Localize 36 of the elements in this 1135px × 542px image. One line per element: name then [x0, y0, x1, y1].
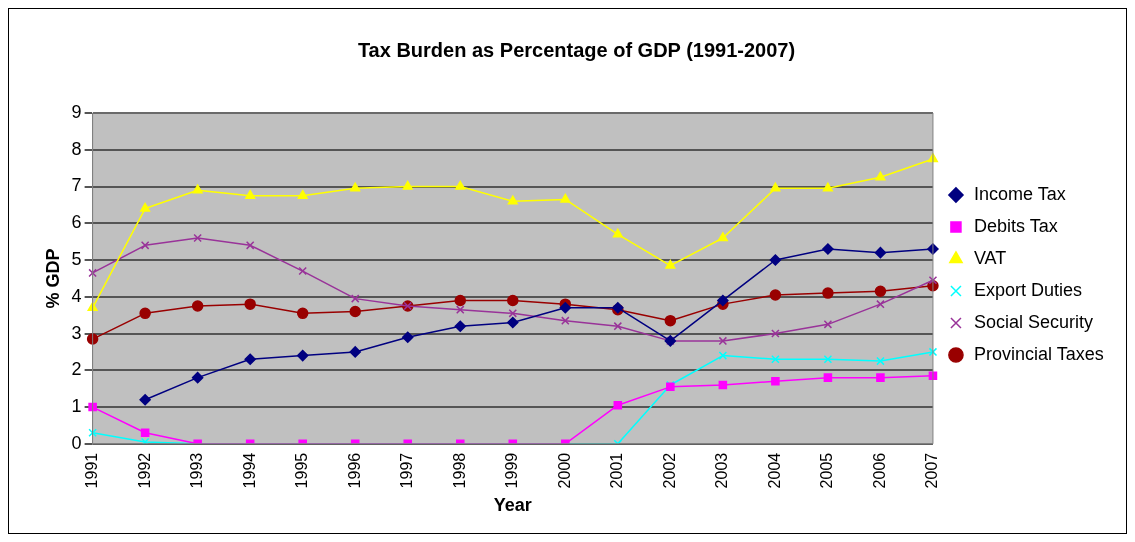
x-tick-label: 2001 — [608, 452, 626, 489]
x-tick-label: 1995 — [293, 452, 311, 489]
x-tick-label: 1992 — [135, 452, 153, 489]
y-tick-label: 9 — [71, 101, 82, 122]
legend-label: Debits Tax — [973, 215, 1058, 236]
x-tick-label: 2000 — [555, 452, 573, 489]
x-tick-label: 1998 — [450, 452, 468, 489]
x-axis-title: Year — [493, 495, 532, 516]
y-tick-label: 5 — [71, 248, 82, 269]
y-tick-label: 3 — [71, 322, 82, 343]
x-tick-label: 1996 — [345, 452, 363, 489]
y-tick-label: 4 — [71, 285, 82, 306]
y-axis-title: % GDP — [42, 248, 63, 309]
x-tick-label: 1991 — [83, 452, 101, 489]
legend-label: Social Security — [973, 311, 1094, 332]
legend-label: VAT — [973, 247, 1007, 268]
y-tick-label: 6 — [71, 212, 82, 233]
y-tick-label: 8 — [71, 138, 82, 159]
x-tick-label: 1994 — [240, 452, 258, 489]
y-tick-label: 1 — [71, 396, 82, 417]
y-tick-label: 0 — [71, 432, 82, 453]
legend-label: Provincial Taxes — [973, 343, 1104, 364]
y-tick-label: 2 — [71, 359, 82, 380]
legend-label: Export Duties — [973, 279, 1082, 300]
x-tick-label: 1997 — [398, 452, 416, 489]
x-tick-label: 2006 — [870, 452, 888, 489]
x-tick-label: 2005 — [818, 452, 836, 489]
legend-label: Income Tax — [973, 183, 1066, 204]
x-tick-label: 1993 — [188, 452, 206, 489]
x-tick-label: 2004 — [765, 452, 783, 489]
x-tick-label: 2007 — [923, 452, 941, 489]
x-tick-label: 2002 — [660, 452, 678, 489]
y-tick-label: 7 — [71, 175, 82, 196]
chart-title: Tax Burden as Percentage of GDP (1991-2007) — [357, 38, 796, 61]
x-tick-label: 2003 — [713, 452, 731, 489]
x-tick-label: 1999 — [503, 452, 521, 489]
